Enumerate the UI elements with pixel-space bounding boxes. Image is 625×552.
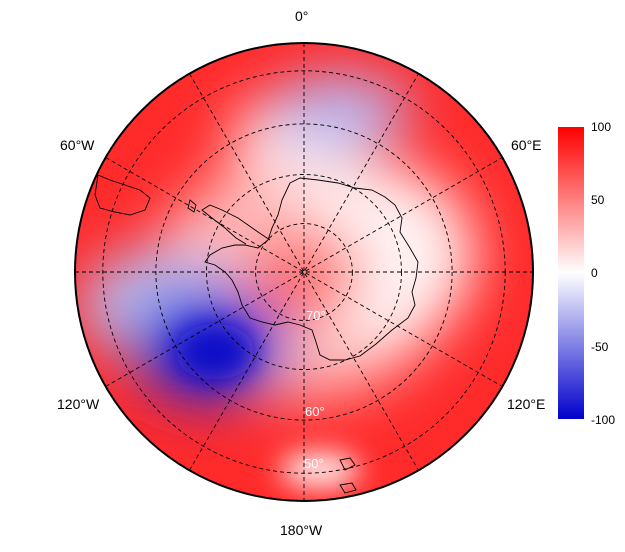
latitude-label-50: 50°: [304, 456, 324, 471]
colorbar-tick: 0: [591, 266, 598, 280]
latitude-label-60: 60°: [305, 404, 325, 419]
strong-negative-core: [175, 324, 255, 380]
south-america-coast: [94, 174, 151, 216]
meridian-30: [189, 73, 419, 471]
meridian-150: [189, 73, 419, 471]
meridian-60: [105, 157, 503, 387]
map-boundary: [74, 42, 534, 502]
weak-negative-region: [268, 74, 412, 150]
colorbar: [558, 127, 584, 419]
island: [339, 457, 356, 471]
antarctic-peninsula: [201, 204, 271, 245]
latitude-label-70: 70°: [306, 308, 326, 323]
longitude-label-120e: 120°E: [507, 396, 546, 412]
island: [187, 199, 197, 213]
antarctica-coastline: [204, 177, 419, 361]
pole-positive-region: [250, 225, 360, 325]
longitude-label-60w: 60°W: [60, 137, 95, 153]
island: [339, 482, 357, 494]
colorbar-tick: 50: [591, 193, 605, 207]
longitude-label-120w: 120°W: [57, 396, 100, 412]
latitude-circle-70: [206, 174, 402, 370]
graticule: [75, 43, 533, 501]
longitude-label-180: 180°W: [280, 522, 323, 538]
longitude-label-0: 0°: [295, 8, 309, 24]
latitude-circle-80: [255, 223, 353, 321]
colorbar-tick: -100: [591, 413, 616, 427]
colorbar-tick: 100: [591, 120, 612, 134]
colorbar-tick: -50: [591, 340, 609, 354]
longitude-label-60e: 60°E: [511, 137, 542, 153]
coastlines: [94, 174, 419, 494]
meridian-120: [105, 157, 503, 387]
anomaly-field: [75, 43, 533, 501]
